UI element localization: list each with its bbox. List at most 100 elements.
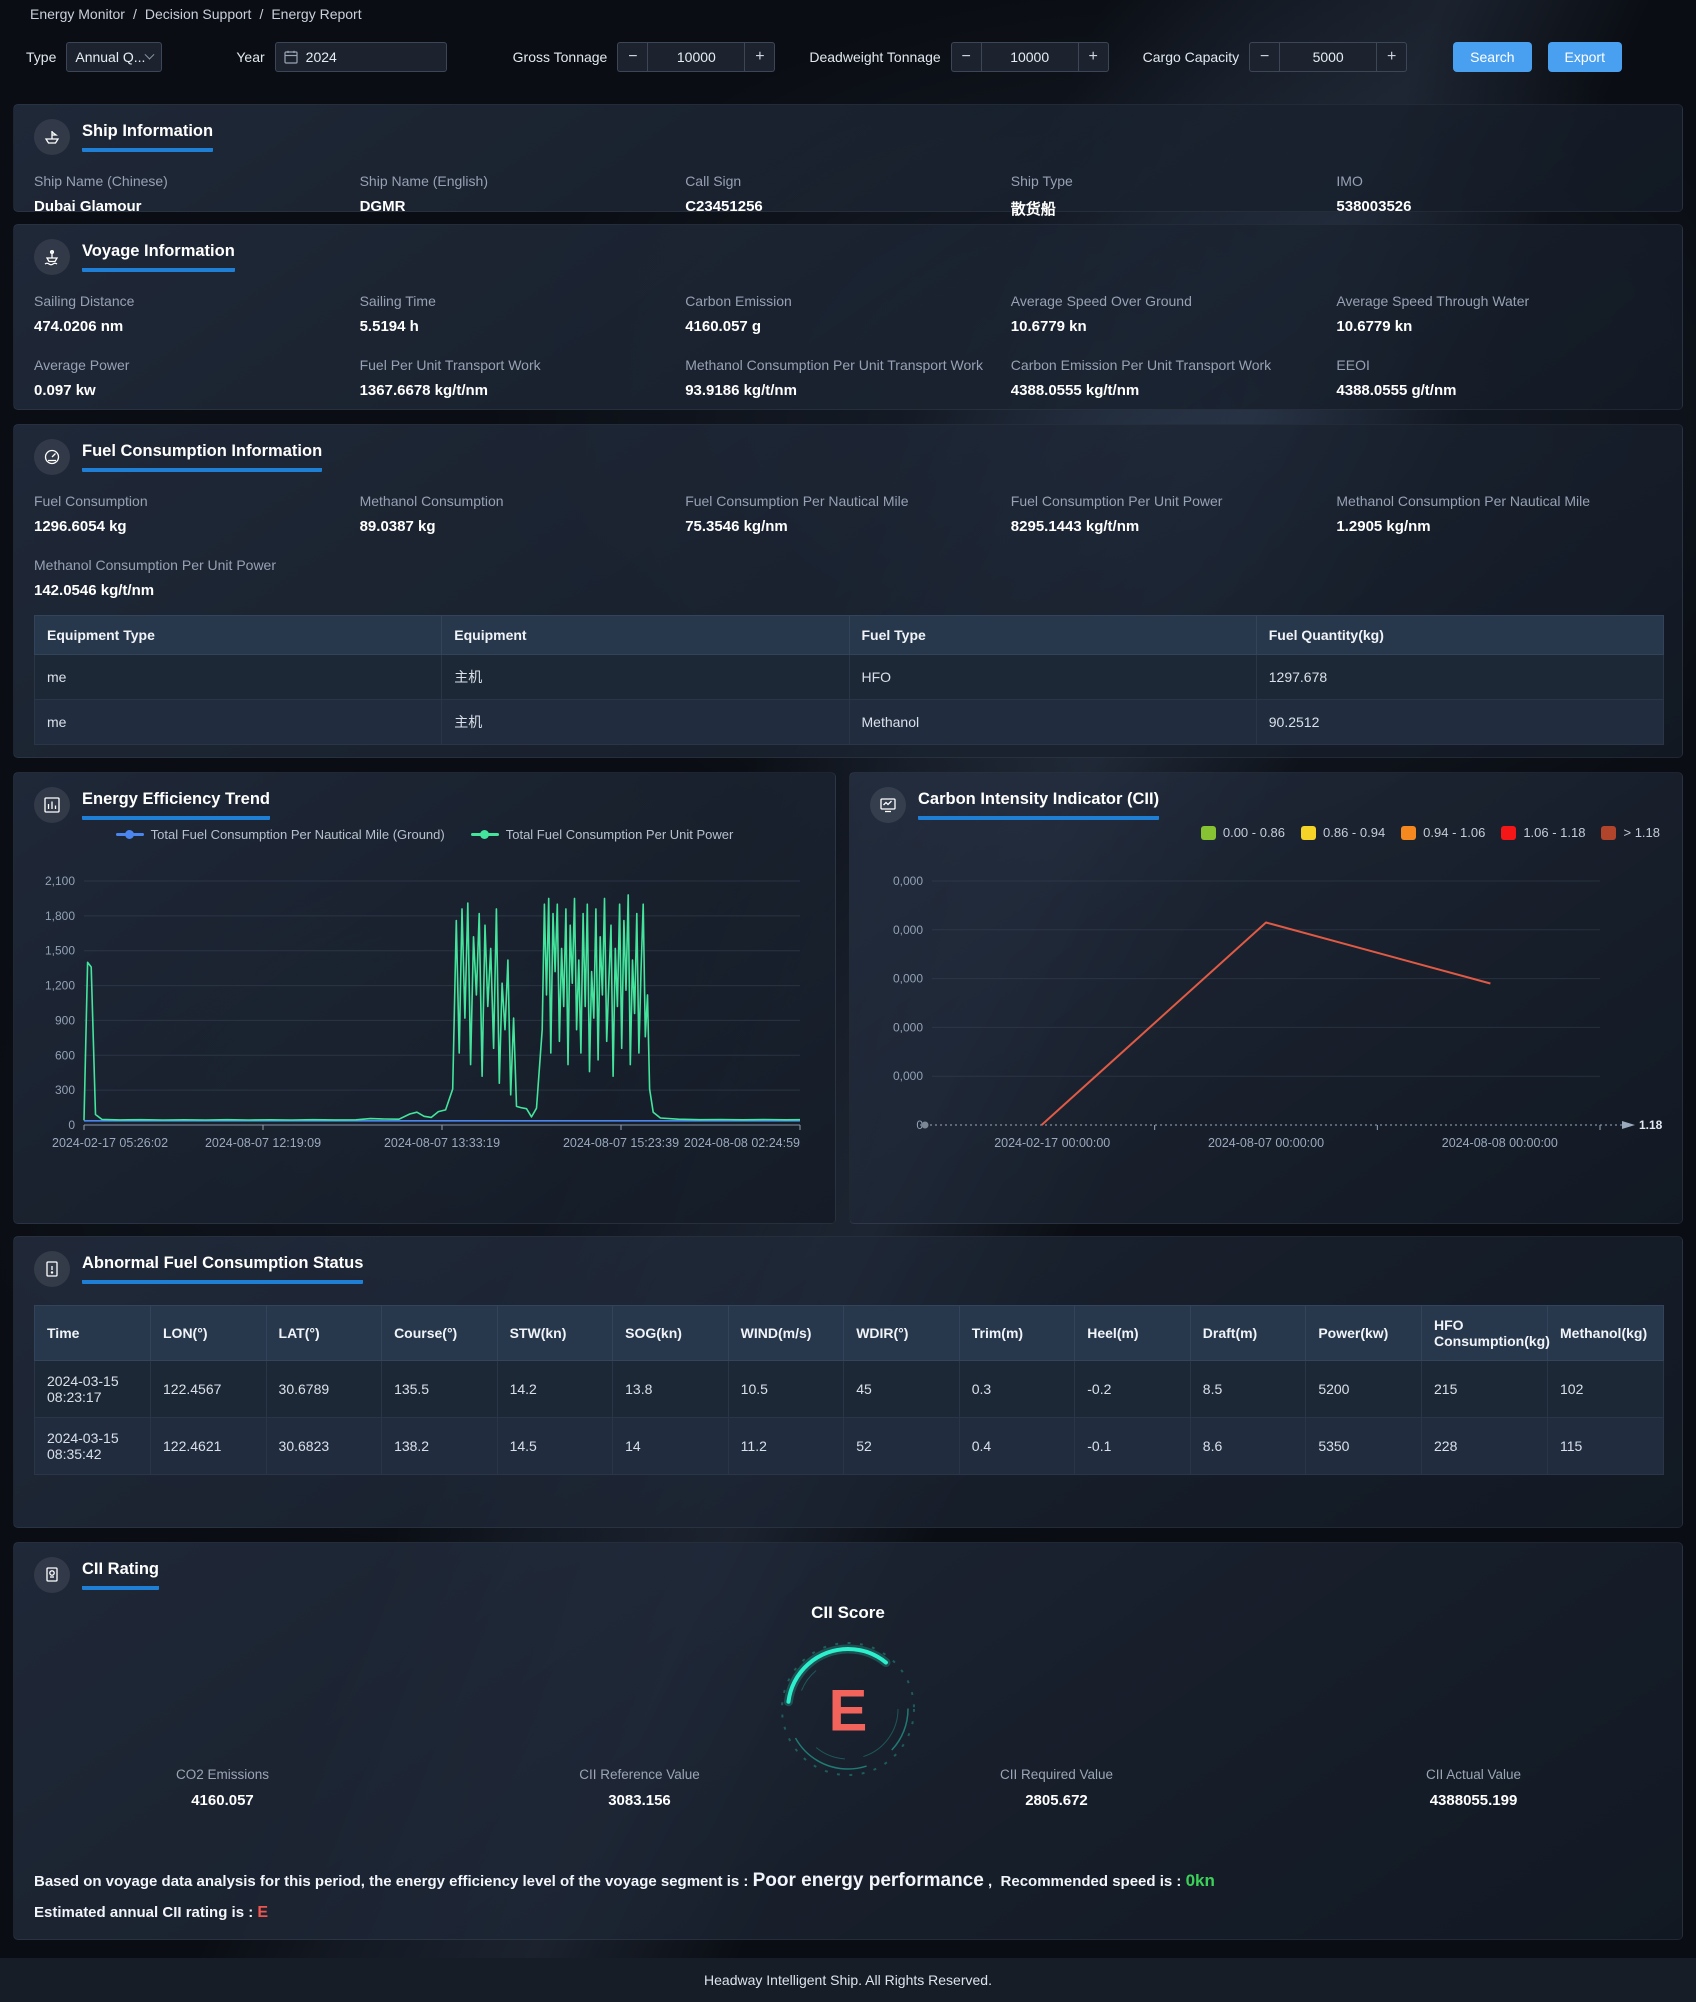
svg-text:1,500: 1,500 (45, 944, 75, 958)
legend-dot (125, 830, 135, 839)
svg-text:0: 0 (916, 1118, 923, 1132)
search-button[interactable]: Search (1453, 42, 1532, 72)
deadweight-plus-button[interactable]: + (1078, 42, 1109, 72)
cii-rating-title: CII Rating (82, 1560, 159, 1590)
warning-document-icon (34, 1251, 70, 1287)
stat-value: 2805.672 (1025, 1792, 1088, 1809)
field-value: 4160.057 g (685, 318, 762, 335)
col-header: Power(kw) (1305, 1305, 1422, 1361)
legend-range-4[interactable]: 1.06 - 1.18 (1501, 825, 1585, 840)
legend-range-5[interactable]: > 1.18 (1601, 825, 1660, 840)
estimated-rating: E (257, 1904, 269, 1921)
field-value: 散货船 (1010, 201, 1056, 218)
cii-line-chart: 0 0,000 0,000 0,000 0,000 0,000 1.18 2024-02-17… (893, 874, 1663, 1150)
fuel-consumption-title: Fuel Consumption Information (82, 442, 323, 472)
voyage-ship-icon (34, 239, 70, 275)
col-header: WIND(m/s) (727, 1305, 845, 1361)
footer-text: Headway Intelligent Ship. All Rights Res… (704, 1972, 992, 1988)
cargo-minus-button[interactable]: − (1249, 42, 1280, 72)
gross-tonnage-field[interactable] (656, 49, 737, 65)
col-header: Fuel Type (848, 615, 1257, 655)
cii-score-label: CII Score (811, 1603, 885, 1622)
analysis-text: Based on voyage data analysis for this p… (34, 1870, 1215, 1921)
deadweight-label: Deadweight Tonnage (809, 49, 941, 65)
svg-text:2024-08-07 12:19:09: 2024-08-07 12:19:09 (205, 1136, 321, 1150)
legend-range-1[interactable]: 0.00 - 0.86 (1200, 825, 1285, 840)
svg-text:900: 900 (55, 1013, 75, 1027)
legend-range-2[interactable]: 0.86 - 0.94 (1301, 825, 1385, 840)
field-label: EEOI (1336, 357, 1370, 373)
deadweight-minus-button[interactable]: − (950, 42, 981, 72)
col-header: Trim(m) (958, 1305, 1076, 1361)
gross-plus-button[interactable]: + (745, 42, 776, 72)
field-value: C23451256 (685, 198, 763, 215)
breadcrumb-decision-support[interactable]: Decision Support (144, 6, 252, 22)
abnormal-fuel-title: Abnormal Fuel Consumption Status (82, 1254, 364, 1284)
type-select[interactable]: Annual Q... (66, 42, 163, 72)
field-value: Dubai Glamour (34, 198, 142, 215)
year-input[interactable] (274, 42, 447, 72)
field-value: 1.2905 kg/nm (1336, 518, 1431, 535)
legend-range-3[interactable]: 0.94 - 1.06 (1401, 825, 1485, 840)
fuel-equipment-table: Equipment Type Equipment Fuel Type Fuel … (33, 615, 1665, 745)
deadweight-field[interactable] (989, 49, 1070, 65)
field-label: Fuel Consumption Per Unit Power (1010, 493, 1223, 509)
field-label: Call Sign (685, 173, 742, 189)
ship-information-title: Ship Information (82, 122, 214, 152)
legend-swatch (1200, 825, 1216, 840)
svg-text:0,000: 0,000 (893, 1069, 923, 1083)
col-header: Equipment Type (33, 615, 443, 655)
voyage-information-title: Voyage Information (82, 242, 235, 272)
legend-item-fuel-per-power[interactable]: Total Fuel Consumption Per Unit Power (470, 827, 734, 842)
table-row: me 主机 Methanol 90.2512 (33, 699, 1665, 745)
cii-chart-panel: Carbon Intensity Indicator (CII) 0.00 - … (849, 772, 1683, 1224)
cargo-stepper: − + (1249, 42, 1408, 72)
cargo-plus-button[interactable]: + (1377, 42, 1408, 72)
svg-text:2,100: 2,100 (45, 874, 75, 888)
col-header: Heel(m) (1074, 1305, 1191, 1361)
legend-swatch (1501, 825, 1517, 840)
svg-text:2024-02-17 00:00:00: 2024-02-17 00:00:00 (994, 1136, 1110, 1150)
col-header: Fuel Quantity(kg) (1255, 615, 1665, 655)
col-header: Course(°) (381, 1305, 498, 1361)
field-value: 474.0206 nm (34, 318, 124, 335)
abnormal-fuel-panel: Abnormal Fuel Consumption Status Time LO… (13, 1236, 1683, 1528)
stat-label: CO2 Emissions (175, 1767, 270, 1782)
field-value: 1296.6054 kg (34, 518, 127, 535)
legend-line (115, 830, 144, 839)
field-value: 75.3546 kg/nm (685, 518, 788, 535)
performance-level: Poor energy performance (752, 1870, 984, 1891)
legend-dot (480, 830, 490, 839)
gross-minus-button[interactable]: − (617, 42, 648, 72)
year-label: Year (236, 49, 265, 65)
energy-trend-chart: 0 300 600 900 1,200 1,500 1,800 2,100 2024-02-17… (45, 874, 801, 1150)
stat-value: 4388055.199 (1429, 1792, 1518, 1809)
breadcrumb-energy-monitor[interactable]: Energy Monitor (30, 6, 125, 22)
stat-label: CII Required Value (999, 1767, 1114, 1782)
legend-label: Total Fuel Consumption Per Unit Power (505, 827, 734, 842)
cargo-capacity-field[interactable] (1288, 49, 1369, 65)
legend-label: Total Fuel Consumption Per Nautical Mile… (150, 827, 445, 842)
field-label: Fuel Consumption Per Nautical Mile (685, 493, 909, 509)
monitor-icon (870, 787, 906, 823)
cargo-capacity-label: Cargo Capacity (1142, 49, 1240, 65)
export-button[interactable]: Export (1547, 42, 1622, 72)
legend-item-fuel-per-nm[interactable]: Total Fuel Consumption Per Nautical Mile… (115, 827, 445, 842)
col-header: LAT(°) (265, 1305, 383, 1361)
field-label: Methanol Consumption Per Nautical Mile (1336, 493, 1591, 509)
svg-text:2024-08-07 15:23:39: 2024-08-07 15:23:39 (563, 1136, 679, 1150)
cii-stats-row: CO2 Emissions 4160.057 CII Reference Valu… (14, 1767, 1682, 1809)
field-value: 4388.0555 kg/t/nm (1010, 382, 1140, 399)
stat-value: 3083.156 (608, 1792, 671, 1809)
field-label: Carbon Emission (685, 293, 792, 309)
legend-label: > 1.18 (1623, 825, 1660, 840)
year-field[interactable] (305, 49, 426, 65)
breadcrumb-energy-report[interactable]: Energy Report (271, 6, 362, 22)
col-header: HFO Consumption(kg) (1421, 1305, 1550, 1361)
field-value: DGMR (359, 198, 406, 215)
svg-text:0: 0 (68, 1118, 75, 1132)
svg-text:300: 300 (55, 1083, 75, 1097)
legend-swatch (1401, 825, 1417, 840)
legend-label: 1.06 - 1.18 (1523, 825, 1586, 840)
svg-text:0,000: 0,000 (893, 972, 923, 986)
